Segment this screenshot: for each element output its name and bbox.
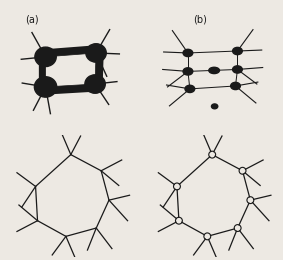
Ellipse shape [86,44,106,62]
Ellipse shape [85,75,105,93]
Ellipse shape [185,85,195,93]
Ellipse shape [35,77,57,97]
Ellipse shape [211,104,218,109]
Ellipse shape [35,47,56,67]
Polygon shape [46,53,96,87]
Ellipse shape [231,82,240,90]
Ellipse shape [233,47,242,55]
Ellipse shape [233,66,242,73]
Ellipse shape [183,49,193,57]
Ellipse shape [209,67,220,74]
Ellipse shape [183,68,193,75]
Text: (b): (b) [193,15,207,25]
Text: (a): (a) [25,15,38,25]
